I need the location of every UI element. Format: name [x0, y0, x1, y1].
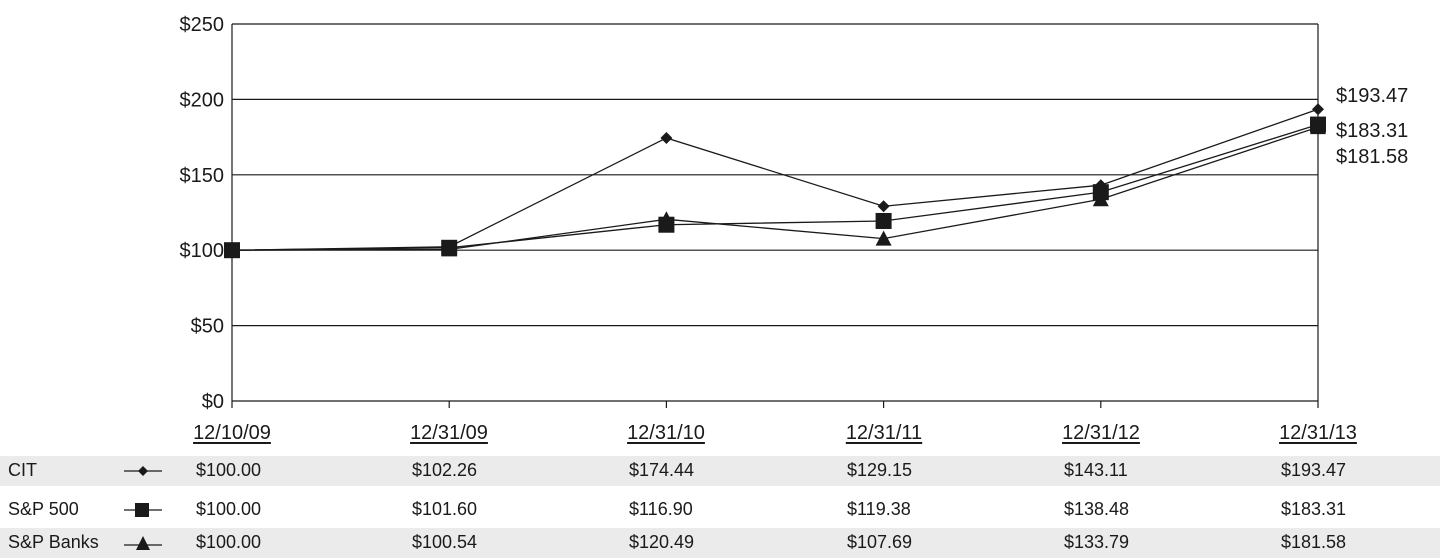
- data-point-diamond: [877, 200, 890, 213]
- column-header-1: 12/31/09: [410, 422, 488, 444]
- table-cell: $100.54: [412, 532, 478, 552]
- table-cell: $102.26: [412, 460, 478, 480]
- table-cell: $120.49: [629, 532, 695, 552]
- series-line-0: [231, 108, 1319, 251]
- data-point-triangle: [875, 230, 892, 246]
- series-name: S&P Banks: [8, 532, 99, 552]
- table-cell: $138.48: [1064, 499, 1130, 519]
- data-point-triangle: [441, 241, 458, 257]
- y-tick-label: $100: [180, 240, 225, 262]
- column-header-5: 12/31/13: [1279, 422, 1357, 444]
- data-point-triangle: [224, 242, 240, 258]
- data-point-triangle: [1310, 119, 1326, 135]
- chart-plot: $0 $50 $100 $150 $200 $250 $193.47 $183.31 $181.…: [180, 14, 1409, 413]
- table-row-sp500: S&P 500 $100.00 $101.60 $116.90 $119.38 …: [0, 495, 1440, 525]
- data-point-diamond: [1312, 103, 1324, 116]
- series-line-1: [231, 123, 1319, 251]
- table-cell: $119.38: [847, 499, 911, 519]
- table-cell: $181.58: [1281, 532, 1347, 552]
- y-tick-label: $50: [191, 316, 224, 338]
- table-row-sp-banks: S&P Banks $100.00 $100.54 $120.49 $107.6…: [0, 528, 1440, 558]
- column-header-0: 12/10/09: [193, 422, 271, 444]
- data-point-triangle: [1092, 191, 1109, 207]
- series-line-2: [231, 126, 1319, 251]
- column-header-2: 12/31/10: [627, 422, 705, 444]
- table-cell: $100.00: [196, 460, 262, 480]
- series-name: CIT: [8, 460, 37, 480]
- table-cell: $107.69: [847, 532, 913, 552]
- data-point-square: [875, 212, 892, 229]
- table-cell: $100.00: [196, 532, 262, 552]
- table-cell: $183.31: [1281, 499, 1347, 519]
- y-tick-label: $0: [202, 391, 224, 413]
- table-cell: $143.11: [1064, 460, 1128, 480]
- series-name: S&P 500: [8, 499, 79, 519]
- table-cell: $174.44: [629, 460, 695, 480]
- legend-line-square-icon: [124, 503, 162, 517]
- legend-line-triangle-icon: [124, 536, 162, 550]
- data-point-diamond: [660, 131, 673, 144]
- y-tick-label: $150: [180, 165, 225, 187]
- table-cell: $133.79: [1064, 532, 1130, 552]
- end-value-label: $181.58: [1336, 146, 1408, 168]
- column-header-3: 12/31/11: [845, 422, 923, 444]
- end-value-label: $183.31: [1336, 120, 1408, 142]
- end-value-label: $193.47: [1336, 85, 1408, 107]
- table-cell: $129.15: [847, 460, 913, 480]
- table-cell: $101.60: [412, 499, 478, 519]
- y-tick-label: $200: [180, 89, 225, 111]
- table-cell: $100.00: [196, 499, 262, 519]
- legend-line-diamond-icon: [124, 466, 162, 476]
- table-cell: $116.90: [629, 499, 693, 519]
- column-header-4: 12/31/12: [1062, 422, 1140, 444]
- y-tick-label: $250: [180, 14, 225, 36]
- table-row-cit: CIT $100.00 $102.26 $174.44 $129.15 $143…: [0, 456, 1440, 486]
- table-cell: $193.47: [1281, 460, 1347, 480]
- data-point-triangle: [658, 211, 675, 227]
